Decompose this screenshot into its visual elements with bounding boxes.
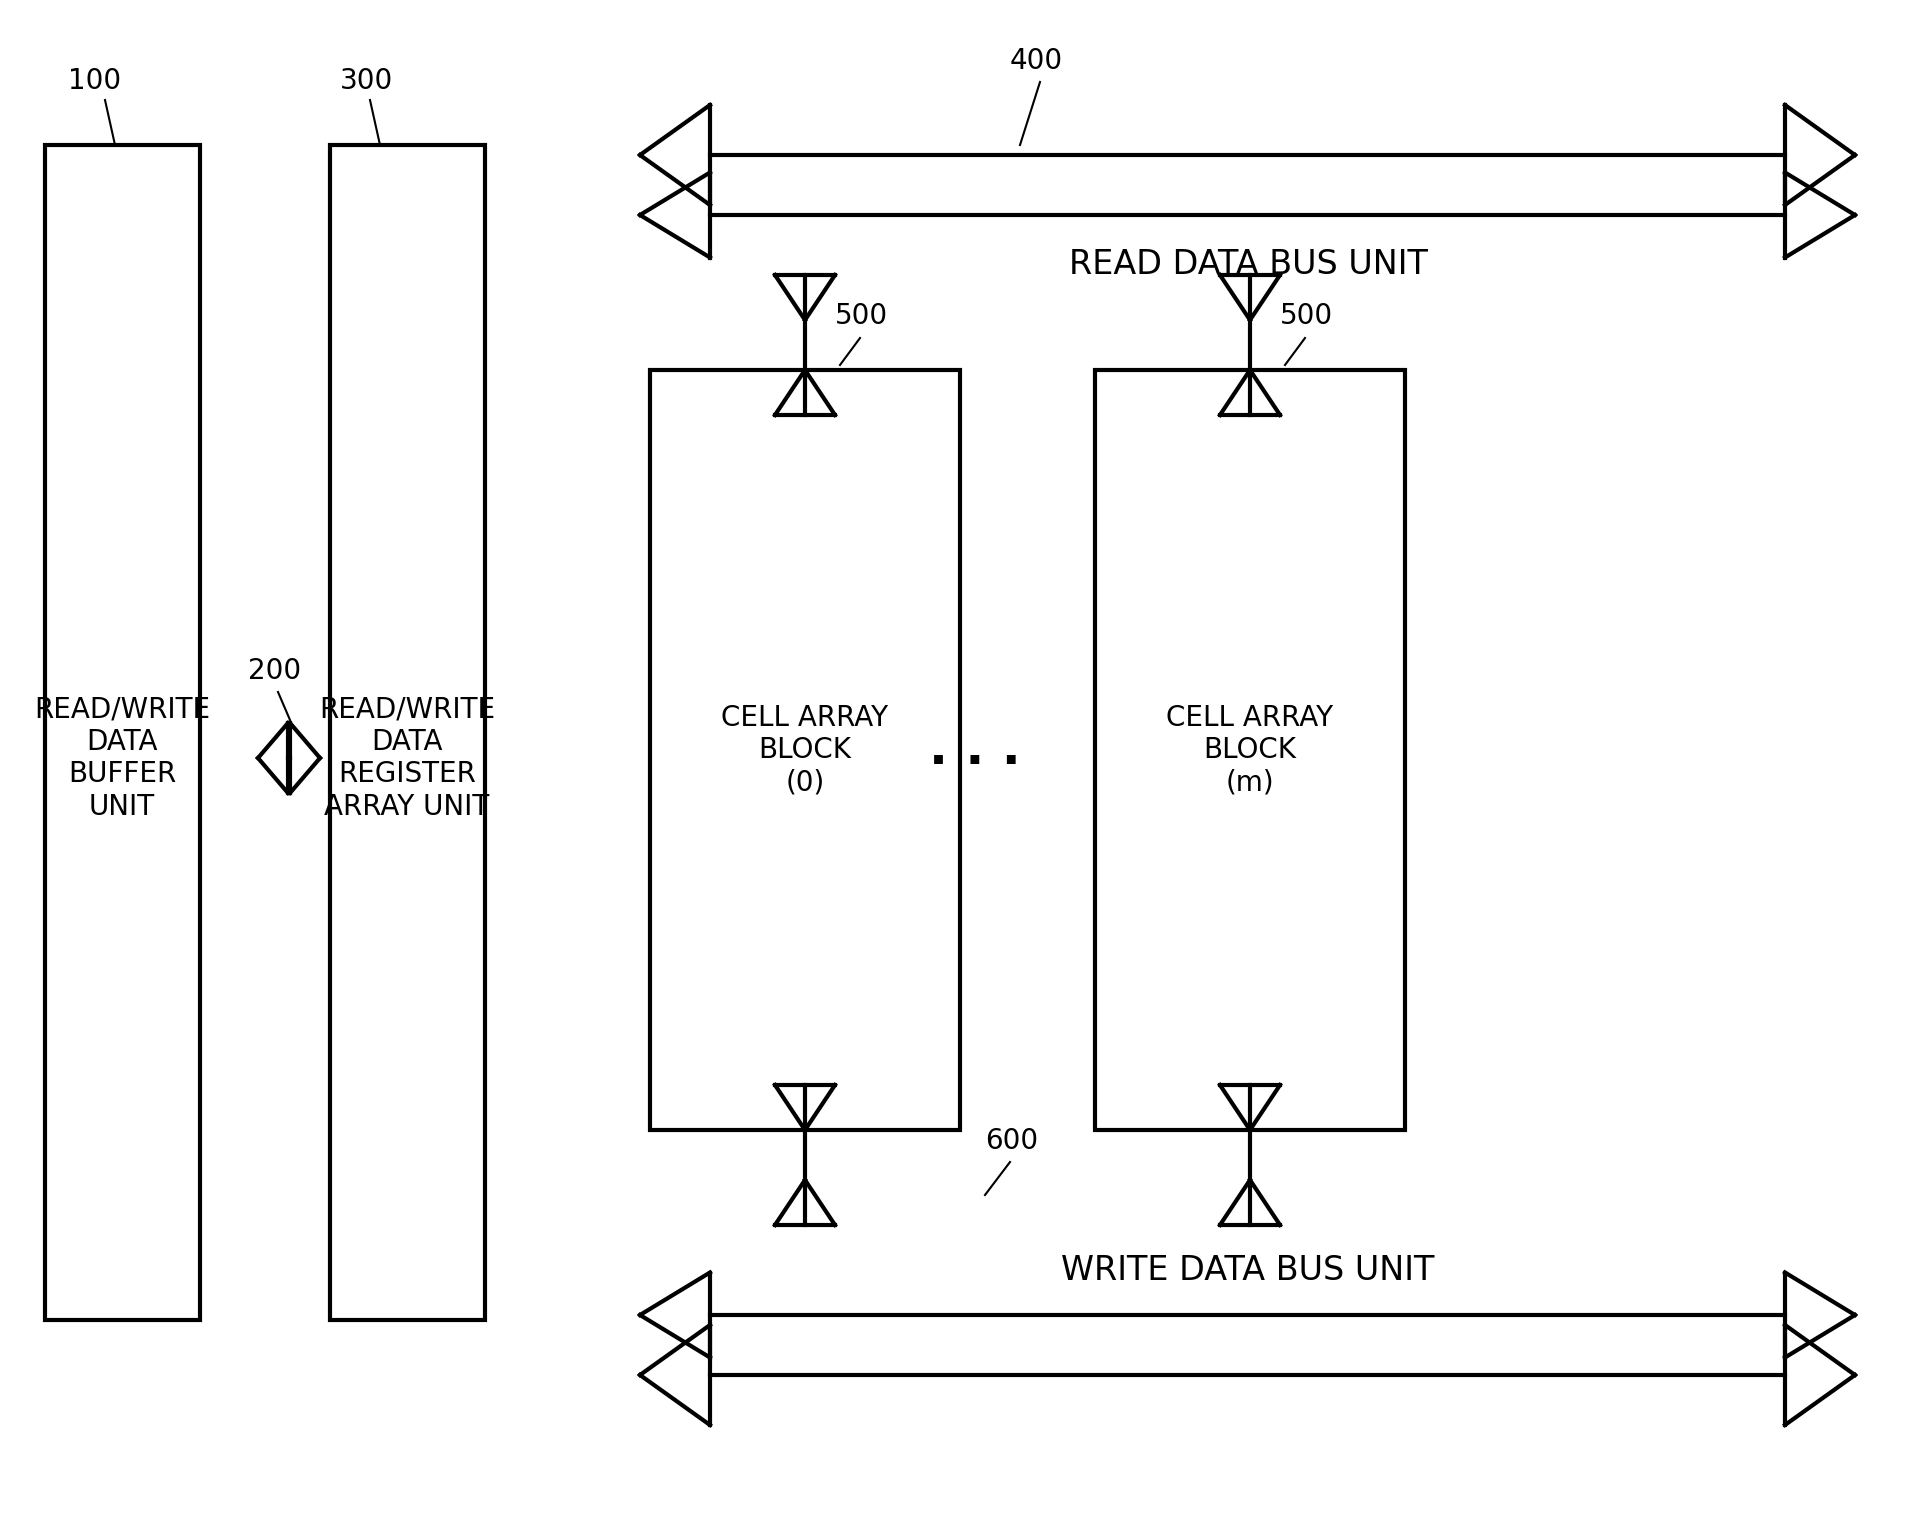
Text: READ/WRITE
DATA
REGISTER
ARRAY UNIT: READ/WRITE DATA REGISTER ARRAY UNIT: [319, 696, 495, 821]
Text: WRITE DATA BUS UNIT: WRITE DATA BUS UNIT: [1062, 1254, 1435, 1286]
Bar: [331, 145, 486, 1320]
Text: . . .: . . .: [930, 726, 1022, 774]
Text: 500: 500: [834, 303, 888, 330]
Text: 600: 600: [985, 1127, 1039, 1154]
Text: CELL ARRAY
BLOCK
(m): CELL ARRAY BLOCK (m): [1167, 703, 1333, 797]
Text: 300: 300: [341, 67, 394, 95]
Text: READ DATA BUS UNIT: READ DATA BUS UNIT: [1069, 249, 1427, 281]
Text: 100: 100: [69, 67, 121, 95]
Bar: [650, 370, 960, 1130]
Bar: [46, 145, 201, 1320]
Bar: [1094, 370, 1404, 1130]
Text: 400: 400: [1010, 47, 1064, 75]
Text: 500: 500: [1280, 303, 1333, 330]
Text: CELL ARRAY
BLOCK
(0): CELL ARRAY BLOCK (0): [721, 703, 888, 797]
Text: READ/WRITE
DATA
BUFFER
UNIT: READ/WRITE DATA BUFFER UNIT: [34, 696, 210, 821]
Text: 200: 200: [249, 657, 300, 685]
